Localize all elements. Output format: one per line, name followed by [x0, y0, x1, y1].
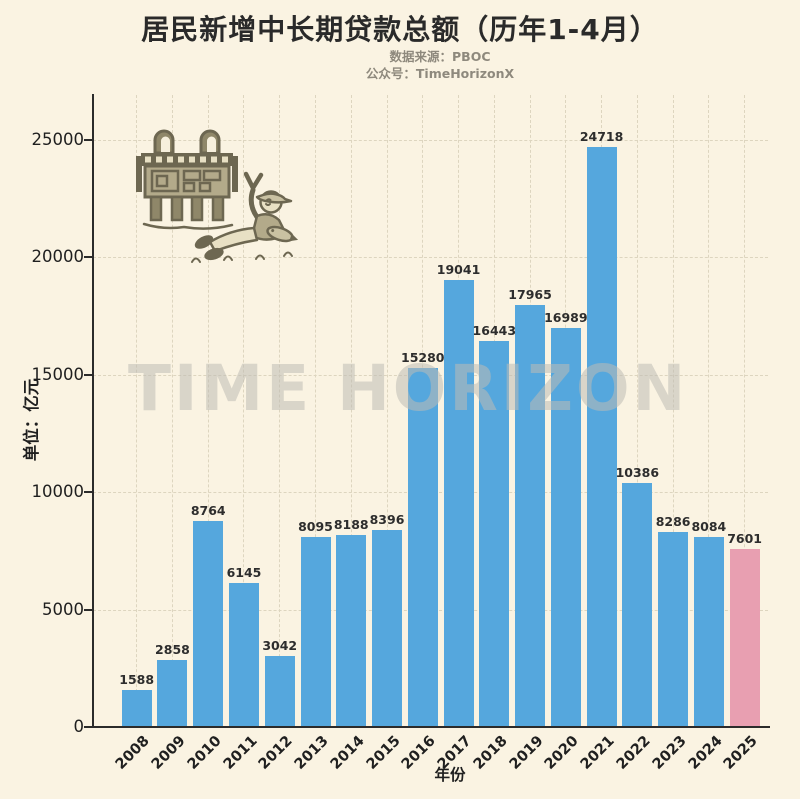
bar: [157, 659, 188, 727]
bar-value-label: 16443: [472, 322, 517, 338]
bar: [121, 689, 152, 727]
y-tick-label: 0: [73, 717, 85, 736]
bar-value-label: 8764: [190, 503, 226, 519]
bar-value-label: 2858: [155, 641, 190, 657]
y-tick-label: 10000: [31, 482, 85, 502]
bar: [693, 537, 724, 727]
bar: [264, 655, 295, 727]
bar-value-label: 8286: [655, 514, 691, 530]
bar-value-label: 10386: [615, 465, 660, 481]
y-axis-spine: [92, 94, 94, 728]
page-title: 居民新增中长期贷款总额（历年1-4月）: [141, 13, 659, 46]
bar-value-label: 15280: [401, 350, 445, 366]
v-gridline: [279, 95, 281, 727]
v-gridline: [636, 95, 638, 727]
v-gridline: [136, 95, 138, 727]
y-tick-mark: [84, 608, 92, 611]
v-gridline: [243, 95, 245, 727]
v-gridline: [386, 95, 388, 727]
v-gridline: [315, 95, 316, 727]
bar: [193, 521, 224, 727]
data-source-line: 数据来源：PBOC: [389, 49, 491, 64]
v-gridline: [708, 95, 710, 727]
v-gridline: [744, 95, 746, 727]
bar: [372, 529, 403, 727]
y-tick-label: 20000: [31, 247, 85, 267]
h-gridline: [93, 257, 768, 259]
y-tick-label: 15000: [31, 364, 85, 384]
bar: [228, 582, 259, 727]
y-tick-mark: [84, 491, 92, 494]
bar: [300, 536, 331, 727]
bar: [336, 534, 367, 727]
bar: [407, 368, 438, 727]
bar: [658, 532, 689, 727]
h-gridline: [93, 140, 768, 141]
bar-value-label: 17965: [508, 287, 552, 303]
account-line: 公众号：TimeHorizonX: [365, 65, 515, 81]
v-gridline: [350, 95, 352, 727]
bar: [479, 340, 510, 727]
bar: [729, 548, 760, 727]
y-tick-mark: [84, 139, 92, 141]
y-tick-label: 25000: [31, 130, 85, 149]
y-axis-label: 单位：亿元: [22, 378, 41, 462]
y-tick-mark: [84, 256, 92, 259]
ding-and-man-illustration: [136, 129, 299, 263]
bar-value-label: 16989: [544, 310, 588, 326]
bar-value-label: 24718: [579, 128, 624, 144]
bar-value-label: 6145: [226, 564, 262, 580]
bar-value-label: 3042: [262, 637, 298, 653]
v-gridline: [207, 95, 209, 727]
v-gridline: [672, 95, 674, 727]
bar: [515, 305, 546, 727]
x-axis-label: 年份: [434, 766, 466, 784]
bar: [550, 328, 581, 727]
bar-value-label: 19041: [436, 261, 481, 277]
bar: [443, 279, 474, 727]
y-tick-mark: [84, 373, 92, 376]
bar-value-label: 1588: [119, 671, 155, 687]
bar-value-label: 8095: [298, 518, 333, 534]
bar: [586, 146, 617, 727]
subtitle: 数据来源：PBOC 公众号：TimeHorizonX: [366, 49, 514, 82]
ding-vessel-icon: [136, 129, 238, 230]
y-tick-mark: [84, 726, 92, 728]
v-gridline: [171, 95, 173, 727]
y-tick-label: 5000: [42, 599, 84, 619]
bar: [622, 483, 653, 727]
watermark-text: TIME HORIZON: [128, 352, 689, 425]
reclining-man-icon: [191, 171, 299, 263]
bar-value-label: 8188: [333, 516, 369, 532]
bar-value-label: 7601: [727, 530, 762, 546]
x-axis-spine: [92, 726, 770, 728]
bar-value-label: 8084: [691, 519, 727, 535]
bar-value-label: 8396: [369, 511, 405, 527]
